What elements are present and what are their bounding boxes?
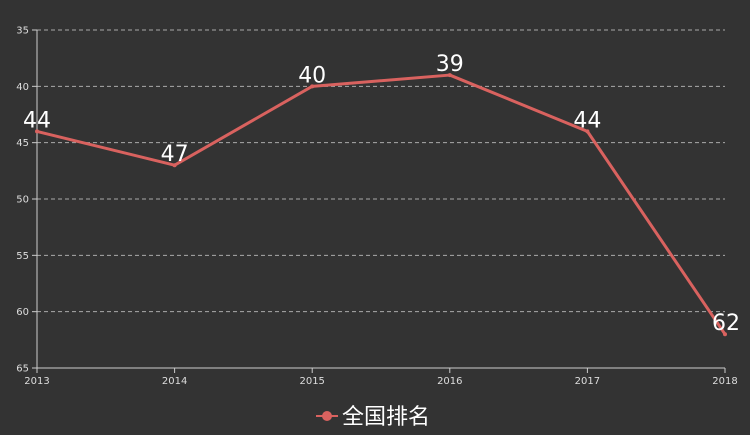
x-tick-label: 2018 xyxy=(712,376,737,387)
x-tick-label: 2013 xyxy=(24,376,49,387)
y-tick-label: 40 xyxy=(16,82,29,93)
grid-lines xyxy=(37,29,725,313)
data-point[interactable] xyxy=(447,73,452,78)
series-line[interactable] xyxy=(35,73,727,336)
x-tick-label: 2014 xyxy=(162,376,187,387)
y-tick-label: 35 xyxy=(16,26,29,37)
data-label: 39 xyxy=(436,52,464,77)
y-axis-ticks: 35 40 45 50 55 60 65 xyxy=(16,26,37,375)
data-label: 62 xyxy=(712,311,740,336)
data-point[interactable] xyxy=(585,129,590,134)
y-tick-label: 45 xyxy=(16,138,29,149)
data-point[interactable] xyxy=(310,84,315,89)
data-label: 40 xyxy=(298,63,326,88)
data-label: 44 xyxy=(23,108,51,133)
data-point[interactable] xyxy=(723,332,727,337)
y-tick-label: 60 xyxy=(16,307,29,318)
x-tick-label: 2016 xyxy=(437,376,462,387)
y-tick-label: 65 xyxy=(16,364,29,375)
legend[interactable]: 全国排名 xyxy=(316,405,430,430)
x-tick-label: 2015 xyxy=(299,376,324,387)
legend-label: 全国排名 xyxy=(342,405,430,430)
data-label: 47 xyxy=(161,142,189,167)
y-tick-label: 50 xyxy=(16,195,29,206)
data-point[interactable] xyxy=(35,129,39,134)
data-point[interactable] xyxy=(172,163,177,168)
y-tick-label: 55 xyxy=(16,251,29,262)
data-label: 44 xyxy=(573,108,601,133)
legend-marker-icon xyxy=(322,411,332,421)
data-labels: 44 47 40 39 44 62 xyxy=(23,52,740,336)
series-layer xyxy=(35,73,727,337)
x-tick-label: 2017 xyxy=(575,376,600,387)
x-axis-ticks: 2013 2014 2015 2016 2017 2018 xyxy=(24,368,738,387)
